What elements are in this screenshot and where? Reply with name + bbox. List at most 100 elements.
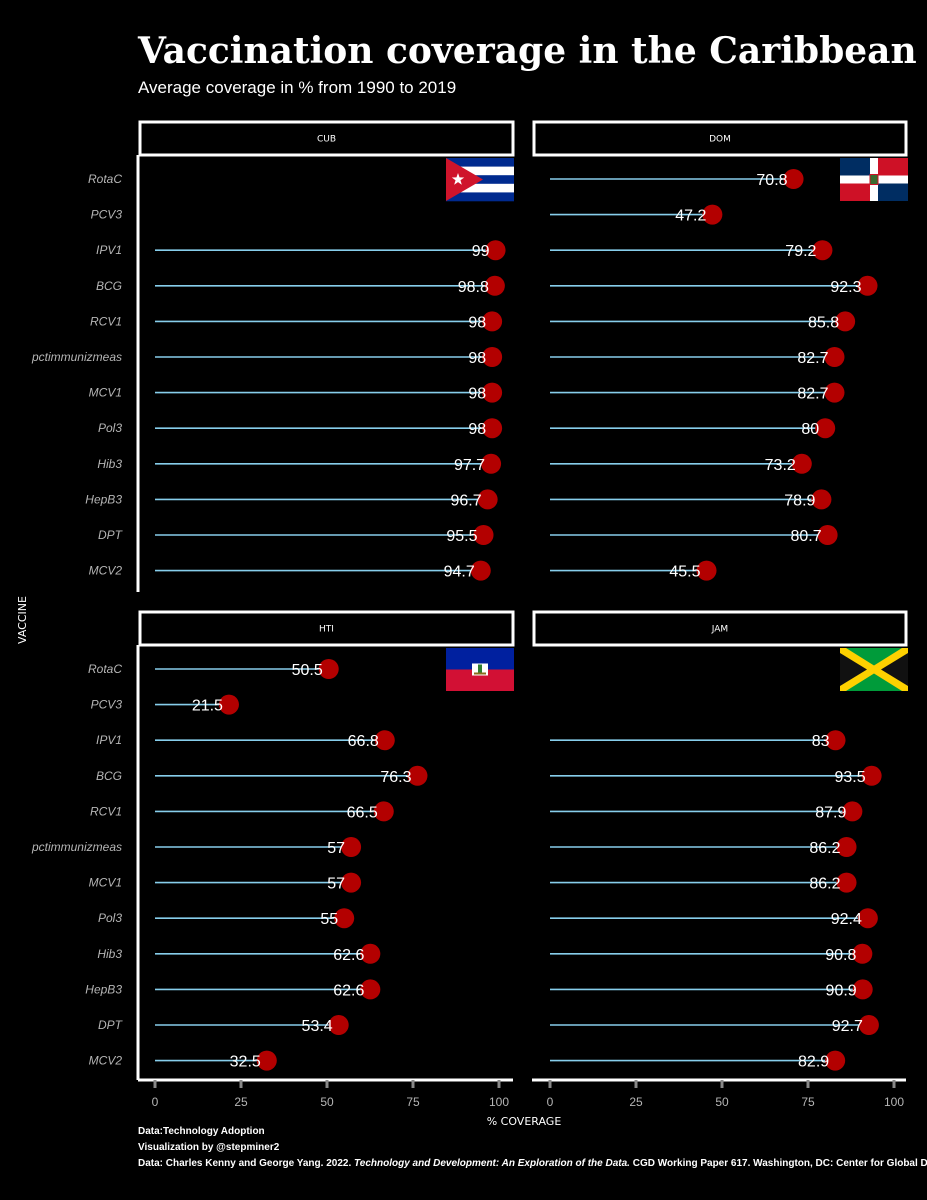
- y-tick-label: MCV2: [89, 564, 123, 578]
- value-label: 92.7: [832, 1018, 863, 1035]
- y-tick-label: MCV2: [89, 1054, 123, 1068]
- value-label: 62.6: [333, 947, 364, 964]
- flag-emblem-base: [474, 673, 486, 675]
- y-tick-label: DPT: [98, 1018, 124, 1032]
- y-tick-label: BCG: [96, 279, 122, 293]
- y-tick-label: MCV1: [89, 386, 122, 400]
- value-label: 98: [468, 314, 486, 331]
- value-label: 99: [472, 243, 490, 260]
- y-axis-title: VACCINE: [16, 596, 29, 644]
- value-label: 98: [468, 421, 486, 438]
- y-tick-label: BCG: [96, 769, 122, 783]
- facet-strip-label: DOM: [709, 135, 731, 145]
- x-axis-title: % COVERAGE: [487, 1115, 562, 1128]
- value-label: 50.5: [292, 662, 323, 679]
- value-label: 90.9: [826, 982, 857, 999]
- haiti-flag: [446, 648, 514, 691]
- x-tick-label: 100: [884, 1095, 904, 1109]
- value-label: 82.7: [797, 386, 828, 403]
- y-tick-label: RotaC: [88, 172, 122, 186]
- y-tick-label: RotaC: [88, 662, 122, 676]
- value-label: 80: [801, 421, 819, 438]
- value-label: 86.2: [809, 840, 840, 857]
- value-label: 32.5: [230, 1054, 261, 1071]
- y-tick-label: Pol3: [98, 911, 122, 925]
- value-label: 97.7: [454, 457, 485, 474]
- facet-strip-label: HTI: [319, 625, 334, 635]
- value-label: 85.8: [808, 314, 839, 331]
- flag-emblem: [870, 175, 878, 185]
- facet-panel-dom: DOM 70.8 47.2 79.2 92.3 85.8 82.7 82.7 80 73.2 78.…: [534, 122, 908, 581]
- facet-panel-cub: CUB RotaC PCV3 IPV1 99 BCG 98.8 RCV1 98 pctimmuni…: [31, 122, 514, 592]
- y-tick-label: PCV3: [91, 698, 123, 712]
- flag-quarter: [840, 158, 870, 176]
- x-tick-label: 100: [489, 1095, 509, 1109]
- facet-panel-jam: JAM 83 93.5 87.9 86.2 86.2 92.4 90.8 90.9 92.7 82.…: [532, 612, 908, 1109]
- value-label: 66.5: [347, 804, 378, 821]
- value-label: 95.5: [446, 528, 477, 545]
- x-tick-label: 75: [406, 1095, 420, 1109]
- caption-citation: Data: Charles Kenny and George Yang. 202…: [138, 1158, 927, 1169]
- x-tick-label: 0: [152, 1095, 159, 1109]
- caption-data-source: Data:Technology Adoption: [138, 1126, 265, 1137]
- value-label: 92.4: [831, 911, 862, 928]
- value-label: 47.2: [675, 208, 706, 225]
- value-label: 90.8: [825, 947, 856, 964]
- value-label: 86.2: [809, 876, 840, 893]
- value-label: 66.8: [348, 733, 379, 750]
- value-label: 62.6: [333, 982, 364, 999]
- value-label: 55: [320, 911, 338, 928]
- x-tick-label: 25: [629, 1095, 643, 1109]
- facet-panel-hti: HTI RotaC 50.5 PCV3 21.5 IPV1 66.8 BCG 76.3 RCV1 6…: [31, 612, 514, 1109]
- x-tick-label: 50: [715, 1095, 729, 1109]
- value-label: 78.9: [784, 492, 815, 509]
- y-tick-label: IPV1: [96, 243, 122, 257]
- y-tick-label: pctimmunizmeas: [31, 350, 122, 364]
- value-label: 80.7: [790, 528, 821, 545]
- value-label: 82.7: [797, 350, 828, 367]
- value-label: 79.2: [785, 243, 816, 260]
- value-label: 45.5: [669, 564, 700, 581]
- y-tick-label: Hib3: [97, 947, 122, 961]
- y-tick-label: MCV1: [89, 876, 122, 890]
- y-tick-label: HepB3: [85, 982, 122, 996]
- value-label: 98.8: [458, 279, 489, 296]
- flag-emblem: [478, 665, 482, 673]
- caption-visualization-credit: Visualization by @stepminer2: [138, 1142, 279, 1153]
- x-tick-label: 0: [547, 1095, 554, 1109]
- value-label: 92.3: [830, 279, 861, 296]
- y-tick-label: pctimmunizmeas: [31, 840, 122, 854]
- y-tick-label: DPT: [98, 528, 124, 542]
- value-label: 83: [812, 733, 830, 750]
- x-tick-label: 50: [320, 1095, 334, 1109]
- flag-quarter: [878, 158, 908, 176]
- value-label: 73.2: [765, 457, 796, 474]
- y-tick-label: RCV1: [90, 314, 122, 328]
- facet-strip-label: CUB: [317, 135, 336, 145]
- x-tick-label: 75: [801, 1095, 815, 1109]
- value-label: 94.7: [444, 564, 475, 581]
- y-tick-label: IPV1: [96, 733, 122, 747]
- value-label: 87.9: [815, 804, 846, 821]
- value-label: 98: [468, 350, 486, 367]
- value-label: 21.5: [192, 698, 223, 715]
- y-tick-label: PCV3: [91, 208, 123, 222]
- value-label: 93.5: [834, 769, 865, 786]
- value-label: 76.3: [380, 769, 411, 786]
- value-label: 57: [327, 876, 345, 893]
- y-tick-label: HepB3: [85, 492, 122, 506]
- y-tick-label: RCV1: [90, 804, 122, 818]
- y-tick-label: Pol3: [98, 421, 122, 435]
- value-label: 82.9: [798, 1054, 829, 1071]
- value-label: 96.7: [451, 492, 482, 509]
- y-tick-label: Hib3: [97, 457, 122, 471]
- x-tick-label: 25: [234, 1095, 248, 1109]
- dominican-republic-flag: [840, 158, 908, 201]
- value-label: 98: [468, 386, 486, 403]
- facet-strip-label: JAM: [711, 625, 728, 635]
- flag-quarter: [878, 184, 908, 202]
- value-label: 57: [327, 840, 345, 857]
- flag-quarter: [840, 184, 870, 202]
- jamaica-flag: [840, 648, 908, 691]
